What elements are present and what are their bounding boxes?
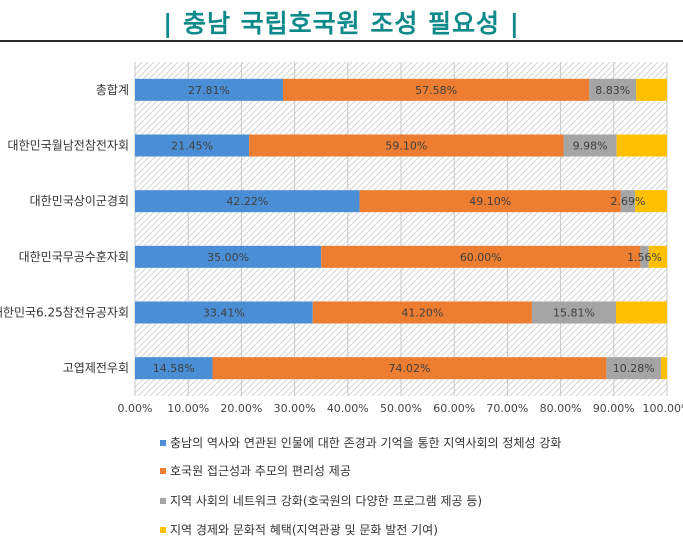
category-label: 총합계	[96, 83, 129, 97]
data-label: 2.69%	[611, 195, 646, 208]
bar-segment	[589, 78, 637, 101]
legend-label: 지역 경제와 문화적 혜택(지역관광 및 문화 발전 기여)	[170, 523, 438, 537]
legend-swatch	[160, 468, 166, 474]
bars	[135, 78, 667, 380]
legend-label: 지역 사회의 네트워크 강화(호국원의 다양한 프로그램 제공 등)	[170, 494, 483, 508]
legend-item: 호국원 접근성과 추모의 편리성 제공	[160, 462, 351, 479]
x-tick-label: 100.00%	[643, 402, 683, 415]
data-label: 9.98%	[573, 140, 608, 153]
bar-segment	[135, 78, 283, 101]
bar-segment	[212, 357, 607, 380]
data-labels: 27.81% 57.58% 8.83% 21.45% 59.10% 9.98% 42.22%…	[153, 84, 662, 375]
category-label: 대한민국6.25참전유공자회	[0, 306, 129, 320]
bar-segment	[135, 134, 250, 157]
title-bar: | 충남 국립호국원 조성 필요성 |	[0, 0, 683, 40]
bar-segment	[616, 301, 667, 324]
x-tick-label: 10.00%	[167, 402, 209, 415]
data-label: 33.41%	[203, 307, 245, 320]
bar-segment	[321, 245, 641, 268]
x-tick-label: 90.00%	[593, 402, 635, 415]
legend-label: 호국원 접근성과 추모의 편리성 제공	[170, 464, 351, 478]
x-tick-label: 0.00%	[118, 402, 153, 415]
bar-segment	[648, 245, 667, 268]
bar-segment	[661, 357, 667, 380]
bar-segment	[635, 190, 667, 213]
bar-segment	[616, 134, 667, 157]
category-label: 대한민국월남전참전자회	[8, 139, 129, 153]
x-tick-label: 60.00%	[433, 402, 475, 415]
category-label: 고엽제전우회	[63, 361, 129, 375]
bar-segment	[531, 301, 617, 324]
legend-item: 충남의 역사와 연관된 인물에 대한 존경과 기억을 통한 지역사회의 정체성 …	[160, 434, 561, 451]
data-label: 14.58%	[153, 362, 195, 375]
bar-segment	[249, 134, 564, 157]
data-label: 1.56%	[627, 251, 662, 264]
bar-segment	[282, 78, 590, 101]
bar-segment	[312, 301, 532, 324]
legend-item: 지역 사회의 네트워크 강화(호국원의 다양한 프로그램 제공 등)	[160, 492, 482, 509]
x-tick-label: 80.00%	[540, 402, 582, 415]
bar-segment	[135, 190, 360, 213]
legend-label: 충남의 역사와 연관된 인물에 대한 존경과 기억을 통한 지역사회의 정체성 …	[170, 436, 562, 450]
bar-segment	[640, 245, 649, 268]
bar-segment	[135, 245, 322, 268]
bar-segment	[135, 357, 213, 380]
data-label: 21.45%	[171, 140, 213, 153]
legend-swatch	[160, 498, 166, 504]
x-tick-label: 50.00%	[380, 402, 422, 415]
category-label: 대한민국상이군경회	[30, 194, 129, 208]
data-label: 59.10%	[385, 140, 427, 153]
bar-segment	[636, 78, 667, 101]
legend-swatch	[160, 440, 166, 446]
legend-item: 지역 경제와 문화적 혜택(지역관광 및 문화 발전 기여)	[160, 521, 438, 538]
data-label: 8.83%	[595, 84, 630, 97]
x-tick-label: 20.00%	[220, 402, 262, 415]
data-label: 60.00%	[460, 251, 502, 264]
category-labels: 총합계대한민국월남전참전자회대한민국상이군경회대한민국무공수훈자회대한민국6.2…	[0, 83, 129, 375]
page-title: | 충남 국립호국원 조성 필요성 |	[163, 9, 520, 38]
data-label: 42.22%	[226, 195, 268, 208]
data-label: 27.81%	[188, 84, 230, 97]
data-label: 74.02%	[388, 362, 430, 375]
bar-segment	[606, 357, 662, 380]
bar-segment	[563, 134, 617, 157]
x-tick-labels: 0.00% 10.00% 20.00% 30.00% 40.00% 50.00% 60.00…	[118, 402, 683, 415]
bar-segment	[620, 190, 636, 213]
x-tick-label: 70.00%	[486, 402, 528, 415]
data-label: 15.81%	[553, 307, 595, 320]
data-label: 41.20%	[401, 307, 443, 320]
data-label: 49.10%	[469, 195, 511, 208]
legend-swatch	[160, 527, 166, 533]
title-divider	[0, 40, 683, 42]
gridlines	[134, 62, 668, 396]
data-label: 35.00%	[207, 251, 249, 264]
data-label: 10.28%	[613, 362, 655, 375]
bar-segment	[135, 301, 313, 324]
data-label: 57.58%	[415, 84, 457, 97]
x-tick-label: 30.00%	[274, 402, 316, 415]
bar-segment	[359, 190, 621, 213]
category-label: 대한민국무공수훈자회	[19, 250, 129, 264]
x-tick-label: 40.00%	[327, 402, 369, 415]
